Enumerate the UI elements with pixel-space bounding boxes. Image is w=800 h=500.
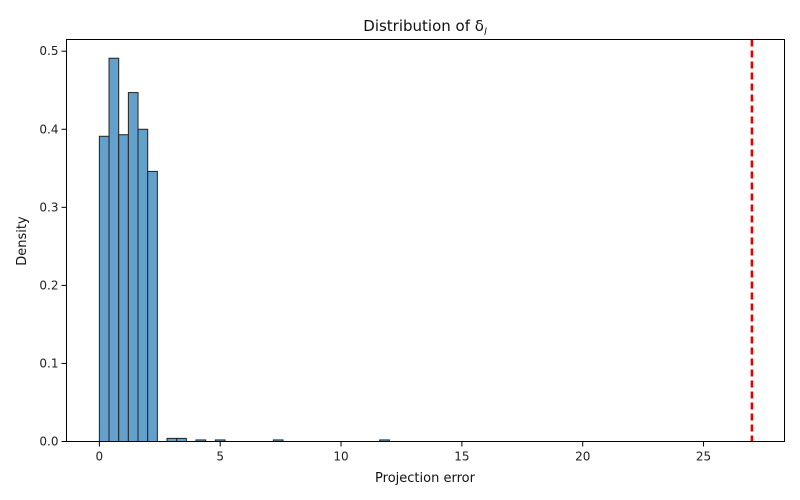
x-tick-label-2: 10: [333, 450, 348, 464]
chart-title: Distribution of δl: [363, 17, 487, 38]
plot-area: [98, 39, 754, 443]
x-tick-label-5: 25: [696, 450, 711, 464]
x-axis-label: Projection error: [375, 471, 476, 486]
histogram-bar-3: [127, 92, 139, 442]
y-axis: 0.0 0.1 0.2 0.3 0.4 0.5: [39, 44, 67, 449]
plot-frame: [66, 39, 785, 442]
x-tick-label-0: 0: [96, 450, 104, 464]
x-axis: 0 5 10 15 20 25: [96, 441, 711, 464]
histogram-bar-2: [118, 134, 129, 442]
y-tick-label-0: 0.0: [39, 435, 58, 449]
histogram-bar-1: [108, 57, 120, 443]
histogram-bar-0: [98, 135, 110, 442]
chart-title-subscript: l: [484, 27, 487, 38]
histogram-bar-4: [137, 128, 149, 442]
y-tick-label-3: 0.3: [39, 200, 58, 214]
histogram-bar-5: [147, 170, 158, 442]
y-tick-label-1: 0.1: [39, 356, 58, 370]
y-axis-label: Density: [15, 216, 30, 266]
y-tick-label-2: 0.2: [39, 278, 58, 292]
y-tick-label-5: 0.5: [39, 44, 58, 58]
x-tick-label-4: 20: [575, 450, 590, 464]
x-tick-label-1: 5: [216, 450, 224, 464]
x-tick-label-3: 15: [454, 450, 469, 464]
chart-title-text: Distribution of δ: [363, 17, 484, 35]
y-tick-label-4: 0.4: [39, 122, 58, 136]
